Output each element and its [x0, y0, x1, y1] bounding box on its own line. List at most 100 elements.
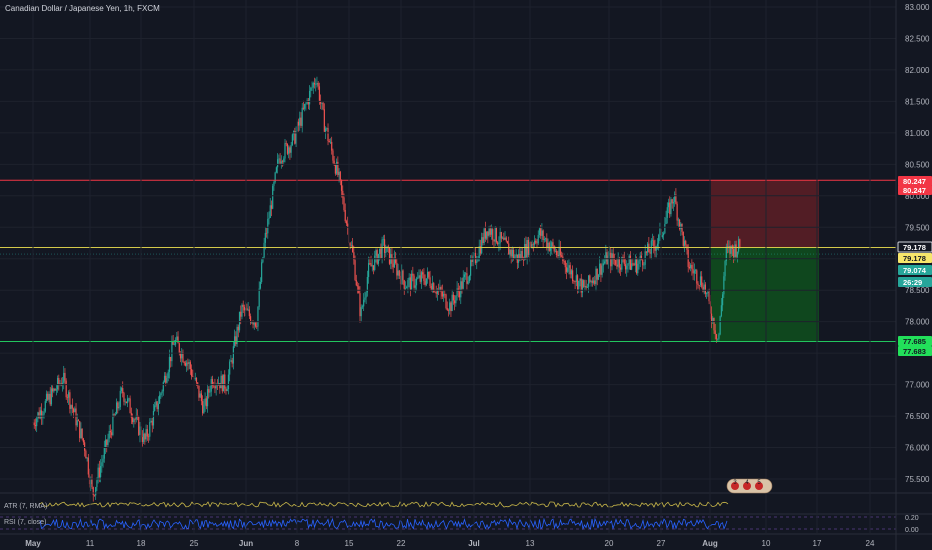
candle-body	[670, 199, 672, 215]
candle-body	[171, 341, 173, 362]
candle-body	[72, 408, 75, 413]
candle-body	[259, 281, 262, 289]
candle-body	[222, 374, 225, 392]
candle-body	[621, 257, 623, 270]
candle-body	[417, 277, 419, 279]
candle-body	[419, 275, 421, 282]
candle-body	[669, 202, 671, 215]
candle-body	[430, 286, 432, 291]
candle-body	[155, 401, 157, 406]
candle-body	[328, 140, 330, 143]
candle-body	[290, 144, 292, 153]
candle-body	[86, 457, 88, 459]
candle-body	[174, 340, 177, 345]
event-flag-icon[interactable]	[743, 482, 751, 490]
time-tick-label: 22	[397, 539, 406, 548]
candle-body	[553, 246, 555, 252]
candle-body	[300, 117, 302, 126]
price-label-80.247[interactable]	[898, 176, 932, 186]
candle-body	[729, 245, 731, 254]
candle-body	[611, 253, 613, 267]
candle-body	[299, 117, 301, 126]
candle-body	[36, 418, 38, 427]
price-label-80.247[interactable]	[898, 185, 932, 195]
price-tick-label: 75.500	[905, 475, 930, 484]
candle-body	[559, 246, 561, 256]
candle-body	[45, 393, 48, 402]
candle-body	[422, 272, 424, 275]
event-flag-icon[interactable]	[731, 482, 739, 490]
candle-body	[647, 243, 649, 253]
candle-body	[339, 171, 341, 180]
candle-body	[366, 276, 368, 293]
candle-body	[119, 390, 121, 407]
candle-body	[530, 242, 532, 247]
candle-body	[663, 233, 665, 236]
candle-body	[706, 292, 708, 294]
candle-body	[737, 239, 740, 252]
candle-body	[677, 219, 679, 221]
price-label-77.685[interactable]	[898, 336, 932, 346]
candle-body	[573, 281, 575, 282]
candle-body	[692, 269, 694, 274]
candle-body	[383, 239, 386, 253]
candle-body	[128, 398, 130, 400]
event-flag-icon[interactable]	[755, 482, 763, 490]
price-tick-label: 79.500	[905, 223, 930, 232]
candle-body	[501, 237, 504, 239]
candle-body	[402, 270, 404, 281]
candle-body	[495, 227, 498, 243]
candle-body	[666, 207, 668, 218]
candle-body	[263, 242, 265, 258]
event-flags[interactable]: 3 4 5	[726, 478, 773, 494]
candle-body	[135, 415, 137, 420]
candle-body	[363, 299, 365, 307]
price-label-77.683[interactable]	[898, 346, 932, 356]
candle-body	[349, 243, 351, 246]
candle-body	[39, 410, 41, 418]
candle-body	[674, 194, 676, 202]
candle-body	[181, 352, 183, 359]
candle-body	[147, 436, 150, 438]
price-label-79.074[interactable]	[898, 265, 932, 275]
candle-body	[48, 393, 50, 400]
atr-indicator-label[interactable]: ATR (7, RMA)	[4, 503, 48, 510]
candle-body	[466, 273, 468, 284]
candle-body	[95, 487, 97, 496]
candle-body	[412, 273, 414, 276]
candle-body	[154, 405, 156, 411]
price-label-26:29[interactable]	[898, 277, 932, 287]
atr-line	[39, 501, 729, 508]
price-label-79.178[interactable]	[898, 253, 932, 263]
price-tick-label: 82.000	[905, 66, 930, 75]
candle-body	[302, 107, 305, 109]
candle-body	[77, 420, 80, 422]
price-tick-label: 83.000	[905, 3, 930, 12]
candle-body	[481, 237, 483, 254]
candle-body	[310, 87, 312, 91]
candle-body	[728, 245, 730, 248]
candle-body	[574, 281, 576, 283]
candle-body	[468, 275, 470, 282]
candle-body	[270, 205, 273, 209]
candle-body	[578, 280, 580, 290]
candle-body	[192, 376, 194, 377]
candle-body	[452, 294, 455, 301]
candle-body	[134, 419, 136, 420]
candle-body	[336, 161, 338, 174]
candle-body	[585, 285, 587, 288]
candle-body	[441, 291, 443, 297]
price-label-79.178[interactable]	[897, 241, 932, 253]
candle-body	[198, 385, 200, 398]
candle-body	[54, 388, 56, 391]
candle-body	[361, 306, 364, 308]
candle-body	[688, 266, 691, 269]
candle-body	[465, 273, 467, 275]
candle-body	[664, 224, 666, 234]
candle-body	[133, 419, 135, 423]
candle-body	[690, 264, 692, 269]
candle-body	[247, 309, 249, 311]
candle-body	[354, 260, 356, 281]
rsi-indicator-label[interactable]: RSI (7, close)	[4, 519, 47, 526]
